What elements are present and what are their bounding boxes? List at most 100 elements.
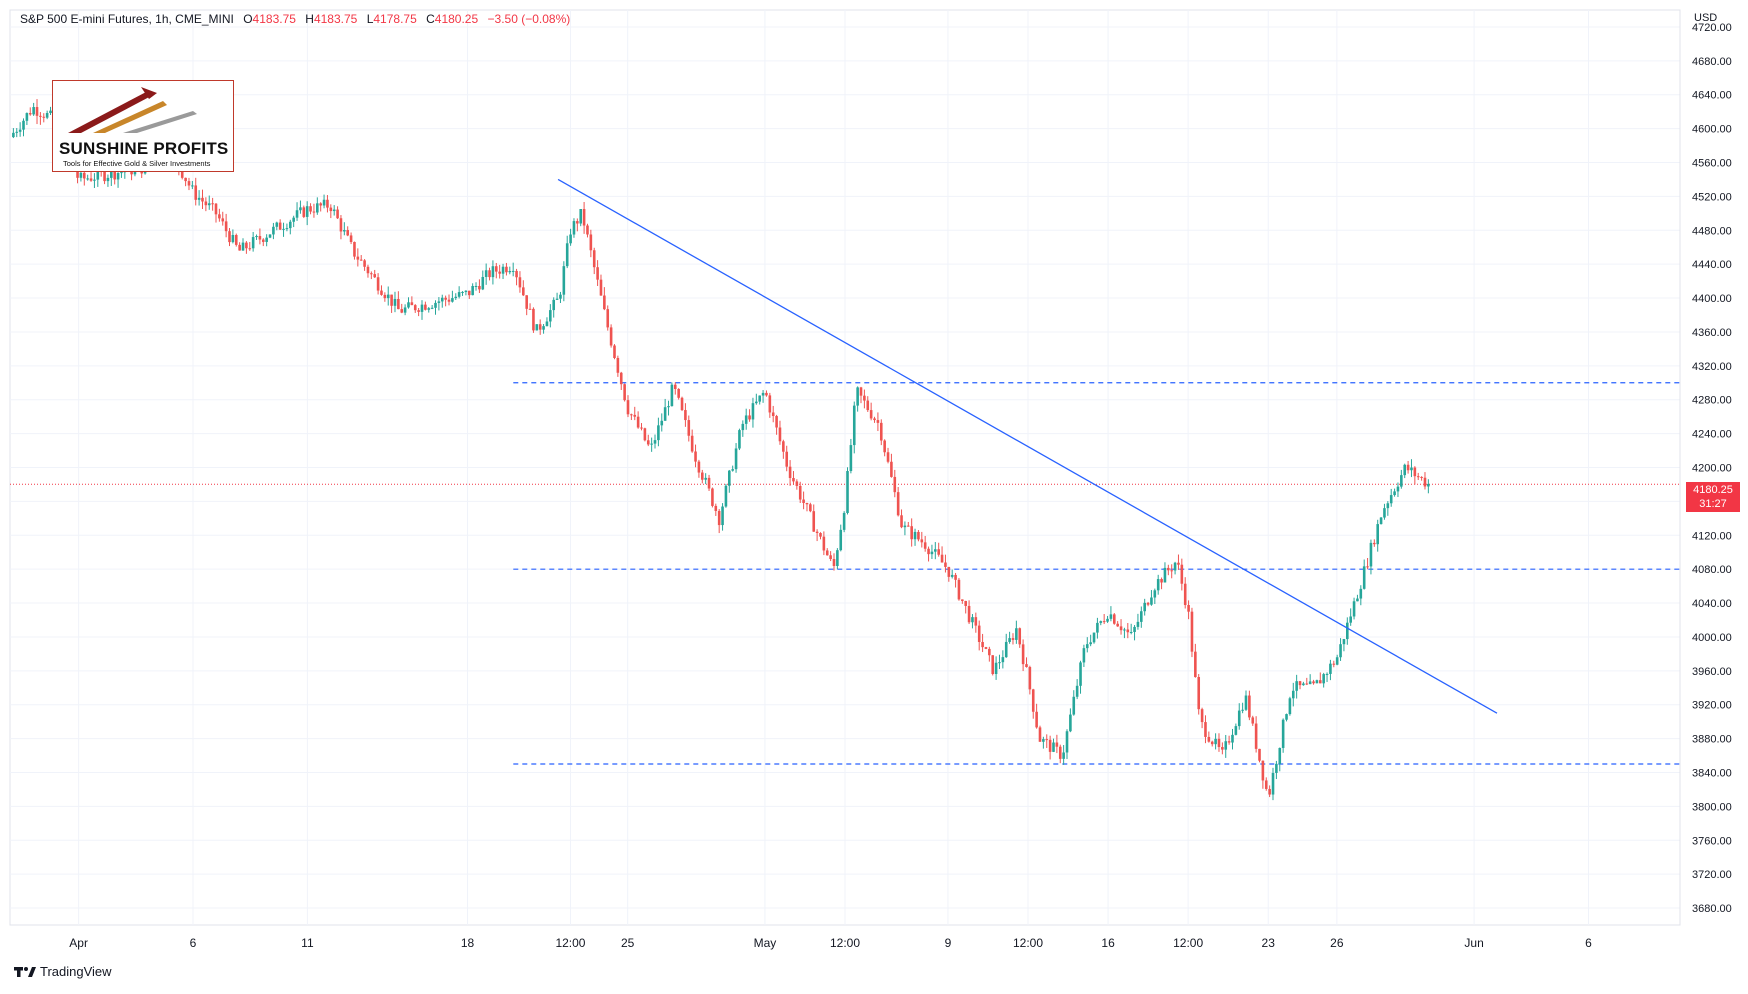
y-tick-label: 4640.00	[1692, 90, 1732, 102]
chart-legend: S&P 500 E-mini Futures, 1h, CME_MINI O41…	[20, 12, 570, 26]
candle-body	[852, 405, 856, 446]
y-tick-label: 4080.00	[1692, 564, 1732, 576]
candle-body	[1150, 597, 1153, 605]
candle-body	[775, 416, 778, 428]
candle-body	[424, 304, 427, 310]
candle-body	[734, 448, 738, 470]
candle-body	[498, 271, 501, 274]
candle-body	[687, 420, 691, 436]
candle-body	[1288, 698, 1292, 715]
candle-body	[1160, 579, 1163, 583]
candle-body	[447, 299, 451, 302]
candle-body	[1335, 657, 1339, 665]
candle-body	[35, 107, 39, 116]
candle-body	[1177, 562, 1180, 565]
candle-body	[1194, 651, 1197, 678]
x-tick-label: 9	[945, 936, 952, 950]
candle-body	[1379, 517, 1383, 525]
candle-body	[768, 395, 772, 413]
candle-body	[1369, 542, 1373, 567]
currency-label[interactable]: USD	[1694, 12, 1718, 24]
candle-body	[998, 662, 1001, 664]
candle-body	[758, 395, 762, 402]
y-tick-label: 4320.00	[1692, 361, 1732, 373]
candle-body	[1200, 709, 1204, 723]
candle-body	[565, 243, 569, 267]
candle-body	[234, 235, 238, 245]
candle-body	[180, 167, 184, 178]
candle-body	[1187, 605, 1190, 612]
candle-body	[393, 298, 397, 306]
candle-body	[859, 387, 863, 396]
candle-body	[1423, 477, 1427, 487]
candle-body	[961, 599, 964, 601]
y-tick-label: 3840.00	[1692, 768, 1732, 780]
candle-body	[832, 559, 836, 566]
candle-body	[1291, 690, 1295, 699]
candle-body	[1406, 464, 1410, 471]
candle-body	[1224, 741, 1228, 750]
symbol-title[interactable]: S&P 500 E-mini Futures, 1h, CME_MINI	[20, 12, 234, 26]
logo-tagline: Tools for Effective Gold & Silver Invest…	[63, 159, 211, 168]
candle-body	[592, 250, 596, 268]
candle-body	[1217, 738, 1221, 748]
candle-body	[1085, 644, 1089, 649]
candle-body	[947, 566, 951, 577]
candle-body	[207, 203, 211, 206]
candle-body	[609, 327, 613, 346]
candle-body	[829, 555, 832, 560]
candle-body	[491, 266, 495, 278]
candle-body	[427, 308, 431, 310]
candle-body	[910, 526, 913, 540]
x-tick-label: 23	[1262, 936, 1276, 950]
candle-body	[1386, 503, 1390, 509]
candle-body	[1136, 621, 1140, 627]
y-tick-label: 4720.00	[1692, 22, 1732, 34]
candle-body	[437, 301, 441, 303]
candle-body	[1004, 641, 1008, 658]
x-tick-label: 6	[190, 936, 197, 950]
candle-body	[268, 234, 272, 238]
candle-body	[704, 477, 707, 480]
change-value: −3.50 (−0.08%)	[487, 12, 571, 26]
candle-body	[356, 256, 360, 260]
candle-body	[660, 420, 664, 426]
candle-body	[386, 294, 390, 299]
candle-body	[589, 234, 593, 251]
candle-body	[927, 548, 930, 555]
candle-body	[1342, 639, 1346, 645]
candle-body	[1048, 739, 1052, 752]
tradingview-logo-icon	[14, 966, 36, 977]
candle-body	[336, 209, 339, 219]
candle-body	[1227, 741, 1231, 743]
candle-body	[542, 326, 545, 330]
candle-body	[994, 662, 998, 675]
candle-body	[403, 307, 407, 313]
candle-body	[555, 298, 559, 300]
candle-body	[890, 461, 893, 477]
candle-body	[454, 296, 458, 299]
candle-body	[785, 451, 789, 467]
candle-body	[484, 270, 488, 277]
candle-body	[366, 266, 370, 274]
candle-body	[1143, 602, 1146, 612]
candle-body	[251, 237, 255, 249]
candle-body	[893, 476, 897, 493]
candle-body	[113, 170, 116, 180]
x-tick-label: Apr	[69, 936, 88, 950]
candle-body	[633, 414, 637, 417]
candle-body	[1305, 683, 1309, 685]
candle-body	[103, 171, 106, 182]
candle-body	[981, 641, 984, 648]
tradingview-brand[interactable]: TradingView	[14, 964, 112, 979]
candle-body	[258, 236, 262, 240]
candle-body	[28, 113, 32, 115]
candle-body	[214, 203, 218, 215]
candle-body	[778, 427, 782, 442]
candle-body	[1403, 464, 1407, 476]
candle-body	[417, 310, 420, 312]
candle-body	[903, 525, 907, 528]
candle-body	[1069, 714, 1072, 732]
